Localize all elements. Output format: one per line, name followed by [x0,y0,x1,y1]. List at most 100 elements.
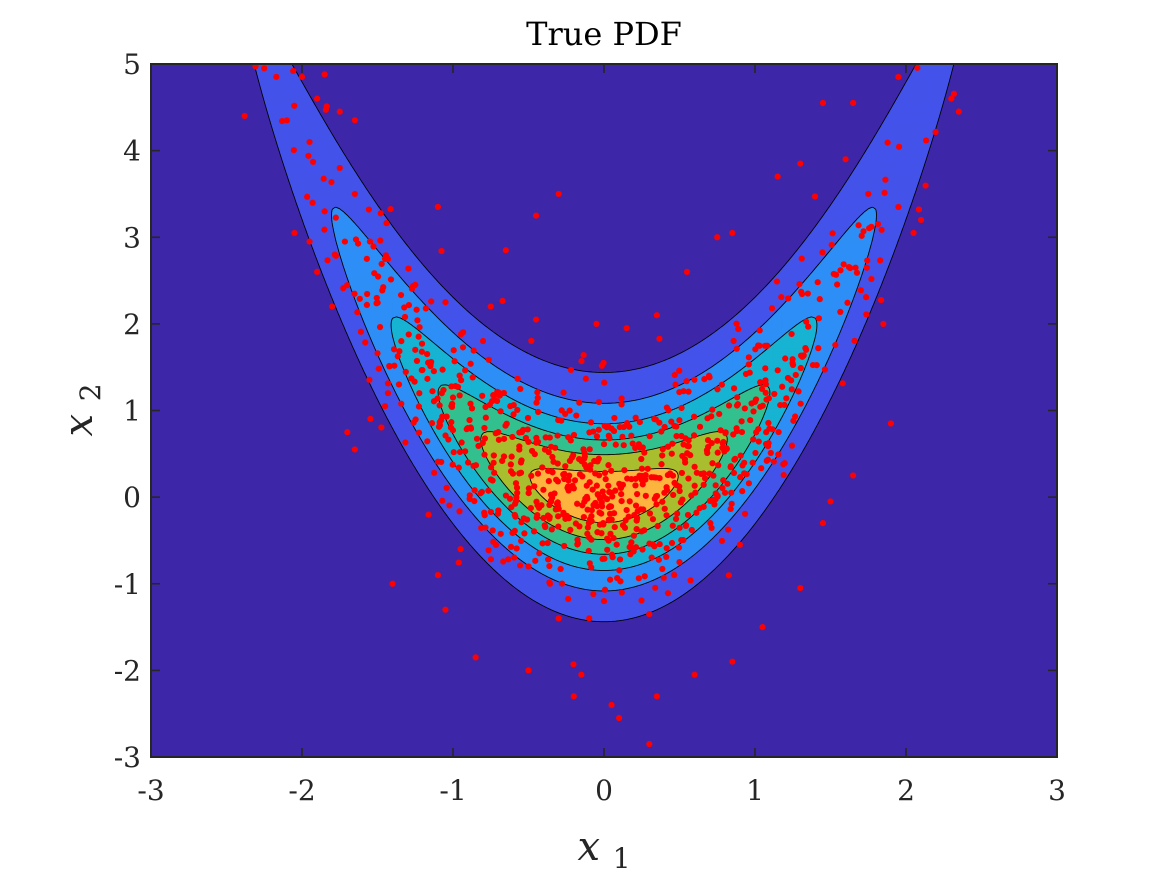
scatter-point [914,64,921,71]
scatter-point [865,190,872,198]
scatter-point [623,325,630,332]
scatter-point [473,435,481,442]
scatter-point [712,490,719,497]
scatter-point [555,190,562,198]
scatter-point [605,462,612,469]
scatter-point [819,520,827,527]
scatter-point [594,529,601,536]
scatter-point [709,460,716,467]
scatter-point [837,267,844,274]
scatter-point [505,556,512,563]
scatter-point [668,418,675,425]
scatter-point [701,475,709,482]
scatter-point [757,379,764,386]
scatter-point [462,367,469,374]
scatter-point [507,468,515,475]
scatter-point [590,428,597,435]
scatter-point [449,461,456,468]
axis-ticks: -3 -2 -1 0 1 2 3 -3 -2 -1 0 1 2 3 4 5 [114,48,1066,807]
scatter-point [641,573,648,580]
scatter-point [459,344,467,351]
scatter-point [290,146,297,154]
scatter-point [593,433,601,440]
scatter-point [599,503,606,510]
scatter-point [271,46,277,52]
scatter-point [834,281,841,288]
scatter-point [882,176,889,183]
scatter-point [884,139,891,146]
scatter-point [470,347,477,354]
scatter-point [586,560,593,567]
scatter-point [534,389,541,396]
scatter-point [725,572,732,579]
scatter-point [574,500,581,507]
scatter-point [684,511,692,519]
scatter-point [449,394,457,401]
scatter-point [384,255,391,262]
scatter-point [565,595,572,603]
scatter-point [487,303,494,310]
scatter-point [536,550,543,557]
scatter-point [819,99,827,107]
scatter-point [578,358,585,365]
scatter-layer [241,46,962,748]
scatter-point [639,481,646,488]
scatter-point [619,433,626,440]
scatter-point [514,375,521,382]
scatter-point [874,221,882,228]
scatter-point [502,422,509,429]
scatter-point [651,495,658,502]
scatter-point [654,522,661,530]
scatter-point [554,513,562,520]
scatter-point [811,193,819,200]
scatter-point [608,701,615,709]
scatter-point [698,470,705,477]
scatter-point [780,461,787,468]
scatter-point [620,442,627,449]
scatter-point [829,230,836,237]
scatter-point [479,392,486,399]
scatter-point [659,498,666,505]
scatter-point [344,429,351,436]
scatter-point [513,484,521,491]
scatter-point [663,512,670,519]
scatter-point [534,470,542,477]
scatter-point [687,452,694,459]
scatter-point [718,537,726,545]
scatter-point [678,469,686,477]
scatter-point [908,47,914,53]
scatter-point [599,488,606,495]
scatter-point [539,464,546,471]
scatter-point [442,432,449,439]
scatter-point [499,297,506,304]
scatter-point [511,511,518,519]
scatter-point [649,516,657,523]
scatter-point [376,323,384,331]
scatter-point [424,351,431,358]
scatter-point [910,229,917,237]
scatter-point [546,515,553,522]
scatter-point [518,537,525,545]
scatter-point [507,543,515,551]
scatter-point [737,474,744,481]
scatter-point [561,475,568,483]
scatter-point [592,499,599,507]
scatter-point [628,432,635,439]
scatter-point [528,472,535,479]
scatter-point [532,557,539,564]
scatter-point [321,226,328,233]
y-tick-label: 3 [123,221,141,254]
scatter-point [649,541,656,548]
x-tick-label: -1 [439,774,466,807]
scatter-point [510,411,517,418]
scatter-point [464,424,471,432]
scatter-point [780,471,787,479]
scatter-point [567,437,574,444]
scatter-point [434,203,441,211]
scatter-point [528,337,535,345]
scatter-point [332,214,339,221]
scatter-point [607,503,615,510]
scatter-point [878,226,885,233]
scatter-point [664,443,672,450]
scatter-point [546,580,554,587]
